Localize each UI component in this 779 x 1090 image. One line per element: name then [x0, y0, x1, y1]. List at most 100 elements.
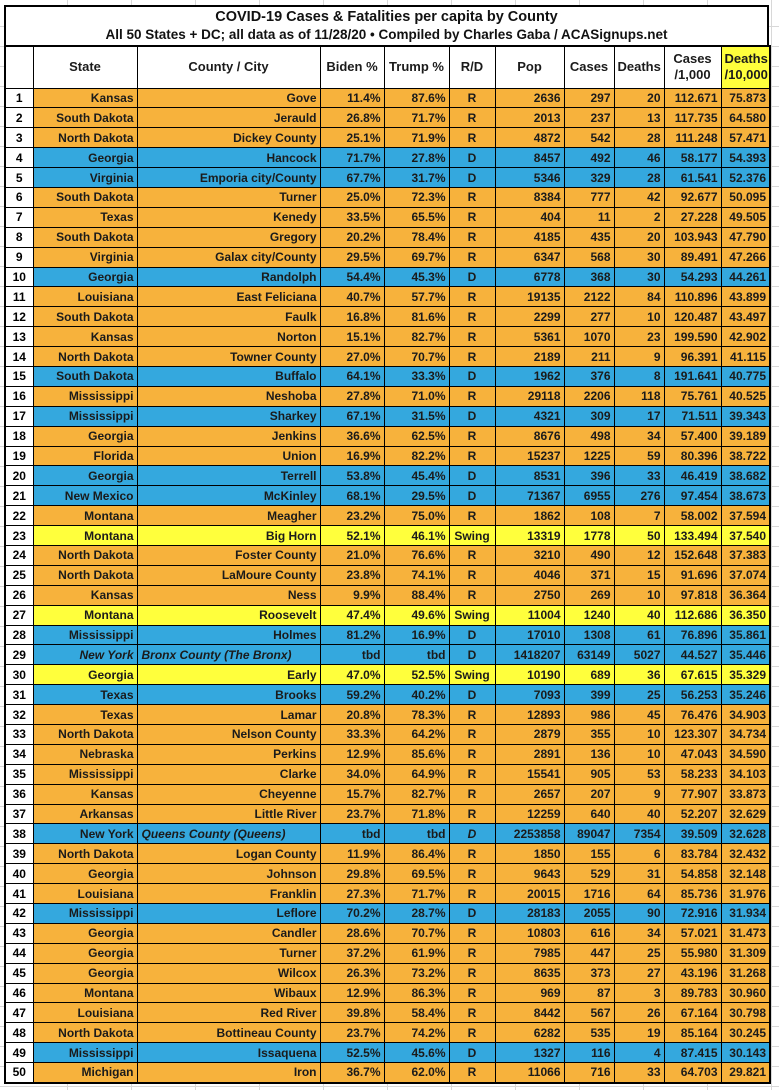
cell-pop: 10803 [494, 922, 565, 944]
cell-state: Virginia [32, 246, 138, 268]
cell-biden-pct: 15.7% [319, 783, 385, 805]
cell-deaths-per-10000: 37.383 [720, 544, 771, 566]
cell-cases-per-1000: 111.248 [663, 127, 722, 149]
cell-rd: R [448, 704, 496, 725]
table-row: 15 South Dakota Buffalo 64.1% 33.3% D 1962 376 8… [4, 365, 771, 387]
cell-cases-per-1000: 71.511 [663, 405, 722, 427]
cell-rd: D [448, 405, 496, 427]
cell-rank: 23 [4, 525, 34, 546]
header-rank [4, 45, 34, 89]
cell-deaths-per-10000: 37.074 [720, 564, 771, 586]
cell-trump-pct: 82.7% [383, 326, 450, 348]
cell-rd: R [448, 763, 496, 785]
table-row: 41 Louisiana Franklin 27.3% 71.7% R 20015 1716 6… [4, 883, 771, 905]
table-row: 29 New York Bronx County (The Bronx) tbd tbd… [4, 644, 771, 666]
cell-deaths: 50 [613, 525, 665, 546]
cell-deaths: 59 [613, 445, 665, 467]
cell-rd: D [448, 365, 496, 387]
cell-pop: 8531 [494, 465, 565, 487]
cell-cases-per-1000: 87.415 [663, 1042, 722, 1064]
table-row: 35 Mississippi Clarke 34.0% 64.9% R 15541 905 53… [4, 763, 771, 785]
table-row: 30 Georgia Early 47.0% 52.5% Swing 10190 689 36 6… [4, 664, 771, 686]
cell-deaths: 7 [613, 505, 665, 527]
cell-cases: 237 [563, 107, 615, 129]
cell-state: Mississippi [32, 405, 138, 427]
cell-trump-pct: 71.9% [383, 127, 450, 149]
cell-rd: R [448, 306, 496, 328]
cell-cases-per-1000: 96.391 [663, 346, 722, 367]
cell-cases: 1070 [563, 326, 615, 348]
cell-county: Norton [136, 326, 321, 348]
header-cases: Cases [563, 45, 615, 89]
cell-cases: 640 [563, 803, 615, 825]
header-rd: R/D [448, 45, 496, 89]
cell-biden-pct: 11.9% [319, 843, 385, 865]
cell-rd: R [448, 206, 496, 228]
cell-biden-pct: 29.5% [319, 246, 385, 268]
cell-cases-per-1000: 47.043 [663, 743, 722, 765]
cell-trump-pct: 46.1% [383, 525, 450, 546]
cell-rd: R [448, 803, 496, 825]
cell-deaths-per-10000: 35.329 [720, 664, 771, 686]
header-cases-per-1000-line2: /1,000 [674, 67, 711, 83]
cell-state: Michigan [32, 1062, 138, 1084]
cell-deaths-per-10000: 30.798 [720, 1002, 771, 1024]
cell-pop: 11004 [494, 604, 565, 626]
cell-county: Roosevelt [136, 604, 321, 626]
cell-biden-pct: 16.9% [319, 445, 385, 467]
cell-rd: R [448, 1062, 496, 1084]
cell-biden-pct: 36.7% [319, 1062, 385, 1084]
table-row: 47 Louisiana Red River 39.8% 58.4% R 8442 567 26… [4, 1002, 771, 1024]
cell-deaths-per-10000: 54.393 [720, 147, 771, 169]
cell-pop: 71367 [494, 485, 565, 507]
cell-rank: 9 [4, 246, 34, 268]
cell-cases-per-1000: 57.400 [663, 425, 722, 447]
cell-county: Gregory [136, 226, 321, 248]
cell-cases-per-1000: 58.177 [663, 147, 722, 169]
cell-cases: 435 [563, 226, 615, 248]
cell-biden-pct: 20.2% [319, 226, 385, 248]
cell-rank: 3 [4, 127, 34, 149]
cell-cases-per-1000: 85.736 [663, 883, 722, 905]
cell-trump-pct: 27.8% [383, 147, 450, 169]
cell-biden-pct: 53.8% [319, 465, 385, 487]
cell-deaths-per-10000: 31.934 [720, 903, 771, 924]
cell-pop: 6282 [494, 1022, 565, 1044]
cell-deaths: 10 [613, 306, 665, 328]
cell-state: South Dakota [32, 186, 138, 208]
cell-county: East Feliciana [136, 286, 321, 308]
cell-cases: 986 [563, 704, 615, 725]
cell-cases-per-1000: 97.454 [663, 485, 722, 507]
cell-deaths-per-10000: 43.497 [720, 306, 771, 328]
cell-county: Logan County [136, 843, 321, 865]
cell-rd: R [448, 505, 496, 527]
table-row: 2 South Dakota Jerauld 26.8% 71.7% R 2013 237 13… [4, 107, 771, 129]
cell-state: Montana [32, 525, 138, 546]
cell-rank: 32 [4, 704, 34, 725]
cell-cases: 309 [563, 405, 615, 427]
table-row: 33 North Dakota Nelson County 33.3% 64.2% R 28… [4, 724, 771, 745]
cell-trump-pct: 71.0% [383, 385, 450, 407]
cell-rank: 7 [4, 206, 34, 228]
cell-county: Cheyenne [136, 783, 321, 805]
cell-deaths-per-10000: 57.471 [720, 127, 771, 149]
cell-deaths: 27 [613, 962, 665, 984]
cell-pop: 1862 [494, 505, 565, 527]
cell-deaths: 6 [613, 843, 665, 865]
cell-pop: 5361 [494, 326, 565, 348]
header-trump-pct: Trump % [383, 45, 450, 89]
cell-county: Little River [136, 803, 321, 825]
cell-deaths-per-10000: 64.580 [720, 107, 771, 129]
table-row: 5 Virginia Emporia city/County 67.7% 31.7% D 5… [4, 167, 771, 188]
cell-cases: 1716 [563, 883, 615, 905]
cell-cases: 777 [563, 186, 615, 208]
cell-trump-pct: 62.0% [383, 1062, 450, 1084]
table-row: 6 South Dakota Turner 25.0% 72.3% R 8384 777 42 9… [4, 186, 771, 208]
cell-state: Montana [32, 982, 138, 1004]
cell-pop: 2189 [494, 346, 565, 367]
cell-biden-pct: 29.8% [319, 863, 385, 885]
table-row: 18 Georgia Jenkins 36.6% 62.5% R 8676 498 34 57.4… [4, 425, 771, 447]
table-row: 14 North Dakota Towner County 27.0% 70.7% R 21… [4, 346, 771, 367]
cell-rank: 16 [4, 385, 34, 407]
cell-rank: 17 [4, 405, 34, 427]
